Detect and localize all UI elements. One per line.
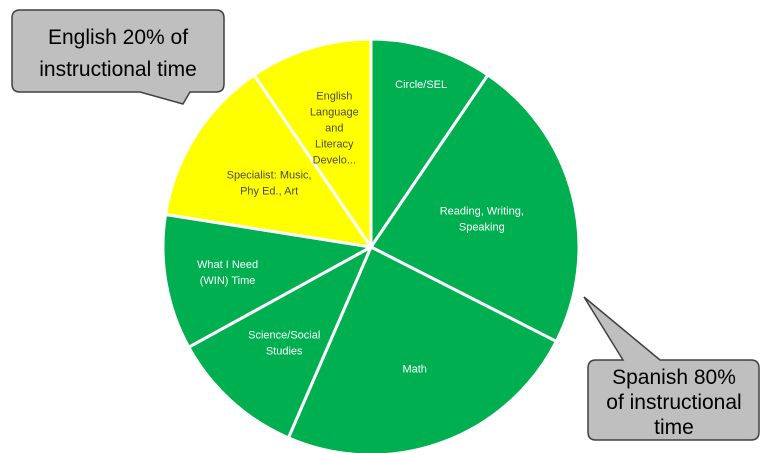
callout-spanish-line-2: of instructional: [606, 391, 741, 414]
pie-label-4-line: Science/Social: [248, 329, 320, 341]
pie-label-6: Specialist: Music, Phy Ed., Art: [227, 169, 312, 197]
callout-spanish-line-1: Spanish 80%: [612, 366, 736, 389]
pie-label-7-line: Language: [310, 107, 359, 119]
pie-label-3-line: Math: [402, 363, 426, 375]
pie-slice-4: [187, 245, 373, 440]
callout-english-line-1: English 20% of: [48, 26, 188, 49]
pie-label-6-line: Specialist: Music,: [227, 169, 312, 181]
callout-english-bubble: [11, 9, 225, 105]
pie-label-7-line: and: [325, 123, 343, 135]
pie-label-3: Math: [402, 363, 426, 375]
pie-slice-5: [161, 212, 373, 349]
pie-label-2-line: Reading, Writing,: [440, 206, 524, 218]
callout-english: English 20% of instructional time: [11, 9, 225, 105]
pie-slices: [161, 37, 581, 453]
pie-label-7-line: English: [316, 91, 352, 103]
callout-spanish-bubble: [583, 296, 760, 441]
pie-label-2: Reading, Writing, Speaking: [440, 206, 524, 234]
pie-label-5-line: What I Need: [197, 259, 258, 271]
pie-label-5: What I Need (WIN) Time: [197, 259, 258, 287]
pie-slice-3: [286, 245, 558, 453]
pie-slice-6: [164, 73, 373, 249]
pie-slice-7: [252, 37, 373, 249]
callout-spanish-line-3: time: [654, 416, 694, 439]
pie-label-4: Science/Social Studies: [248, 329, 320, 357]
pie-label-2-line: Speaking: [459, 222, 505, 234]
pie-label-6-line: Phy Ed., Art: [240, 185, 298, 197]
pie-label-7: English Language and Literacy Develo...: [310, 91, 359, 167]
callout-spanish: Spanish 80% of instructional time: [583, 296, 760, 441]
pie-slice-2: [369, 73, 581, 343]
pie-label-1: Circle/SEL: [395, 79, 447, 91]
pie-label-7-line: Literacy: [315, 139, 354, 151]
pie-label-7-line: Develo...: [313, 155, 356, 167]
pie-label-4-line: Studies: [266, 345, 303, 357]
pie-label-5-line: (WIN) Time: [200, 275, 256, 287]
callout-english-line-2: instructional time: [39, 58, 197, 81]
pie-slice-1: [369, 37, 490, 249]
pie-labels: Circle/SEL Reading, Writing, Speaking Math S…: [197, 79, 524, 375]
pie-label-1-line: Circle/SEL: [395, 79, 447, 91]
